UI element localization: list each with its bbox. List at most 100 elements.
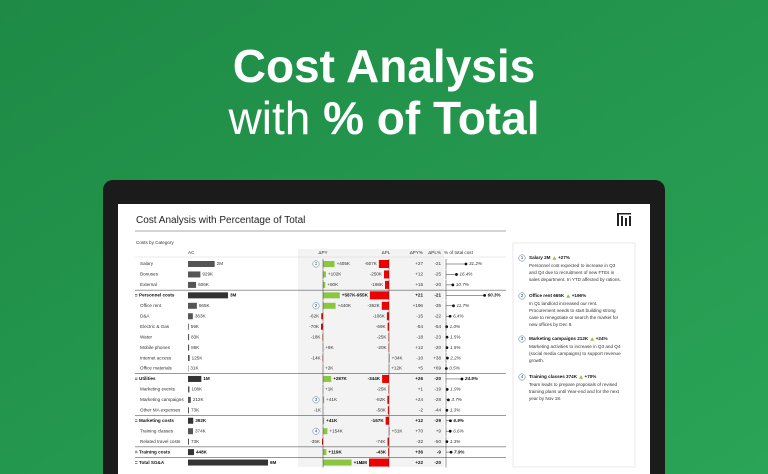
- ac-bar: [188, 417, 194, 424]
- dpl-pct: -35: [434, 303, 441, 308]
- dpy-bar: [322, 438, 323, 445]
- dpy-label: +587K: [342, 293, 356, 298]
- comment-line: Procurement needs to start building stro…: [529, 308, 616, 313]
- dpy-pct: +70: [415, 428, 423, 433]
- subtotal-marker: [135, 377, 138, 379]
- col-ac: AC: [188, 250, 195, 255]
- comment-title: Office rent 665K: [529, 293, 565, 298]
- comment-line: and Q4 due to recruitment of new FTEs in: [529, 270, 615, 275]
- dpl-bar: [387, 395, 389, 404]
- dpl-bar: [378, 260, 389, 268]
- comment-title: Training classes 374K: [529, 374, 578, 379]
- comment-delta: +24%: [596, 336, 608, 341]
- ac-label: 606K: [198, 282, 210, 287]
- dpl-pct: -20: [434, 460, 441, 465]
- report-subtitle: Costs by Category: [136, 240, 174, 245]
- dpl-pct: -28: [434, 397, 441, 402]
- ac-bar: [188, 449, 194, 456]
- dpl-label: -362K: [367, 303, 380, 308]
- dpy-label: -35K: [310, 439, 321, 444]
- dpl-label: -25K: [377, 334, 388, 339]
- subtotal-marker: [135, 419, 138, 421]
- comment-line: year by Nov 18.: [529, 396, 561, 401]
- dpy-bar: [323, 375, 332, 382]
- dpl-bar: [384, 270, 389, 279]
- note-marker: [312, 427, 320, 435]
- ac-bar: [188, 386, 190, 393]
- ac-bar: [188, 344, 190, 351]
- dpl-pct: -20: [434, 376, 441, 381]
- note-number: 3: [315, 397, 318, 402]
- share-label: 1.5%: [450, 334, 460, 339]
- up-arrow: [552, 256, 557, 260]
- hero-subtitle: with % of Total: [228, 92, 540, 144]
- comment-title: Salary 2M: [529, 255, 551, 260]
- dpl-pct: -21: [434, 293, 441, 298]
- dpy-pct: +22: [415, 460, 423, 465]
- share-dot: [449, 419, 452, 423]
- ac-bar: [188, 261, 215, 267]
- dpl-pct: -23: [434, 334, 441, 339]
- ac-label: 448K: [196, 449, 208, 454]
- dpy-label: -70K: [309, 324, 320, 329]
- dpl-label: -344K: [368, 376, 381, 381]
- dpy-label: +440K: [338, 303, 352, 308]
- dpy-bar: [323, 292, 340, 299]
- ac-bar: [188, 459, 268, 466]
- ac-label: 212K: [193, 397, 205, 402]
- comment-marker: [518, 254, 526, 262]
- share-dot: [451, 283, 455, 287]
- comment-number: 3: [521, 336, 524, 341]
- share-label: 1.3%: [450, 408, 460, 413]
- comment-line: new offices by Dec 8.: [529, 322, 573, 327]
- variance-area: [298, 249, 444, 467]
- dpl-bar: [387, 322, 389, 331]
- ac-label: 83K: [191, 334, 200, 339]
- col-dpl-pct: ΔPL%: [428, 250, 441, 255]
- dpl-bar: [369, 291, 389, 300]
- dpy-bar: [321, 323, 323, 330]
- share-dot: [452, 304, 455, 308]
- dpl-pct: -25: [434, 272, 441, 277]
- comment-marker: [518, 335, 526, 343]
- dpy-label: +2K: [325, 366, 334, 371]
- note-number: 4: [315, 428, 318, 433]
- dpl-label: -43K: [376, 449, 387, 454]
- row-name: Salary: [140, 261, 154, 266]
- row-name: Personnel costs: [139, 293, 175, 298]
- dpy-pct: -2: [419, 408, 424, 413]
- dpy-bar: [323, 281, 326, 288]
- share-label: 1.9%: [450, 387, 460, 392]
- share-label: 6.9%: [453, 418, 463, 423]
- ac-bar: [188, 281, 197, 288]
- row-name: Marketing events: [140, 387, 176, 392]
- row-name: Office materials: [140, 366, 173, 371]
- ac-label: 1M: [203, 376, 210, 381]
- dpl-pct: -50: [434, 439, 441, 444]
- share-label: 16.4%: [459, 272, 472, 277]
- subtotal-marker: [135, 462, 138, 464]
- dpl-pct: -29: [434, 418, 441, 423]
- share-dot: [446, 356, 449, 360]
- share-label: 11.7%: [456, 303, 469, 308]
- dpy-bar: [321, 313, 323, 320]
- dpy-bar: [323, 396, 325, 403]
- subtotal-marker: [135, 452, 138, 454]
- dpy-bar: [323, 417, 325, 424]
- row-name: Mobile phones: [140, 345, 171, 350]
- dpl-pct: +69: [433, 366, 441, 371]
- dpy-pct: -32: [416, 439, 423, 444]
- col-share: % of total cost: [444, 250, 474, 255]
- dpy-pct: +12: [415, 418, 423, 423]
- subtotal-marker: [135, 294, 138, 295]
- dpy-label: +9K: [325, 345, 334, 350]
- comment-delta: +70%: [585, 374, 597, 379]
- hero-subtitle-a: with: [228, 92, 324, 144]
- dpy-bar: [323, 261, 335, 267]
- row-name: Internet access: [140, 355, 172, 360]
- ac-label: 108K: [191, 387, 203, 392]
- dpy-pct: +36: [415, 449, 423, 454]
- ac-bar: [188, 334, 190, 341]
- share-dot: [483, 293, 486, 297]
- comment-marker: [518, 373, 526, 381]
